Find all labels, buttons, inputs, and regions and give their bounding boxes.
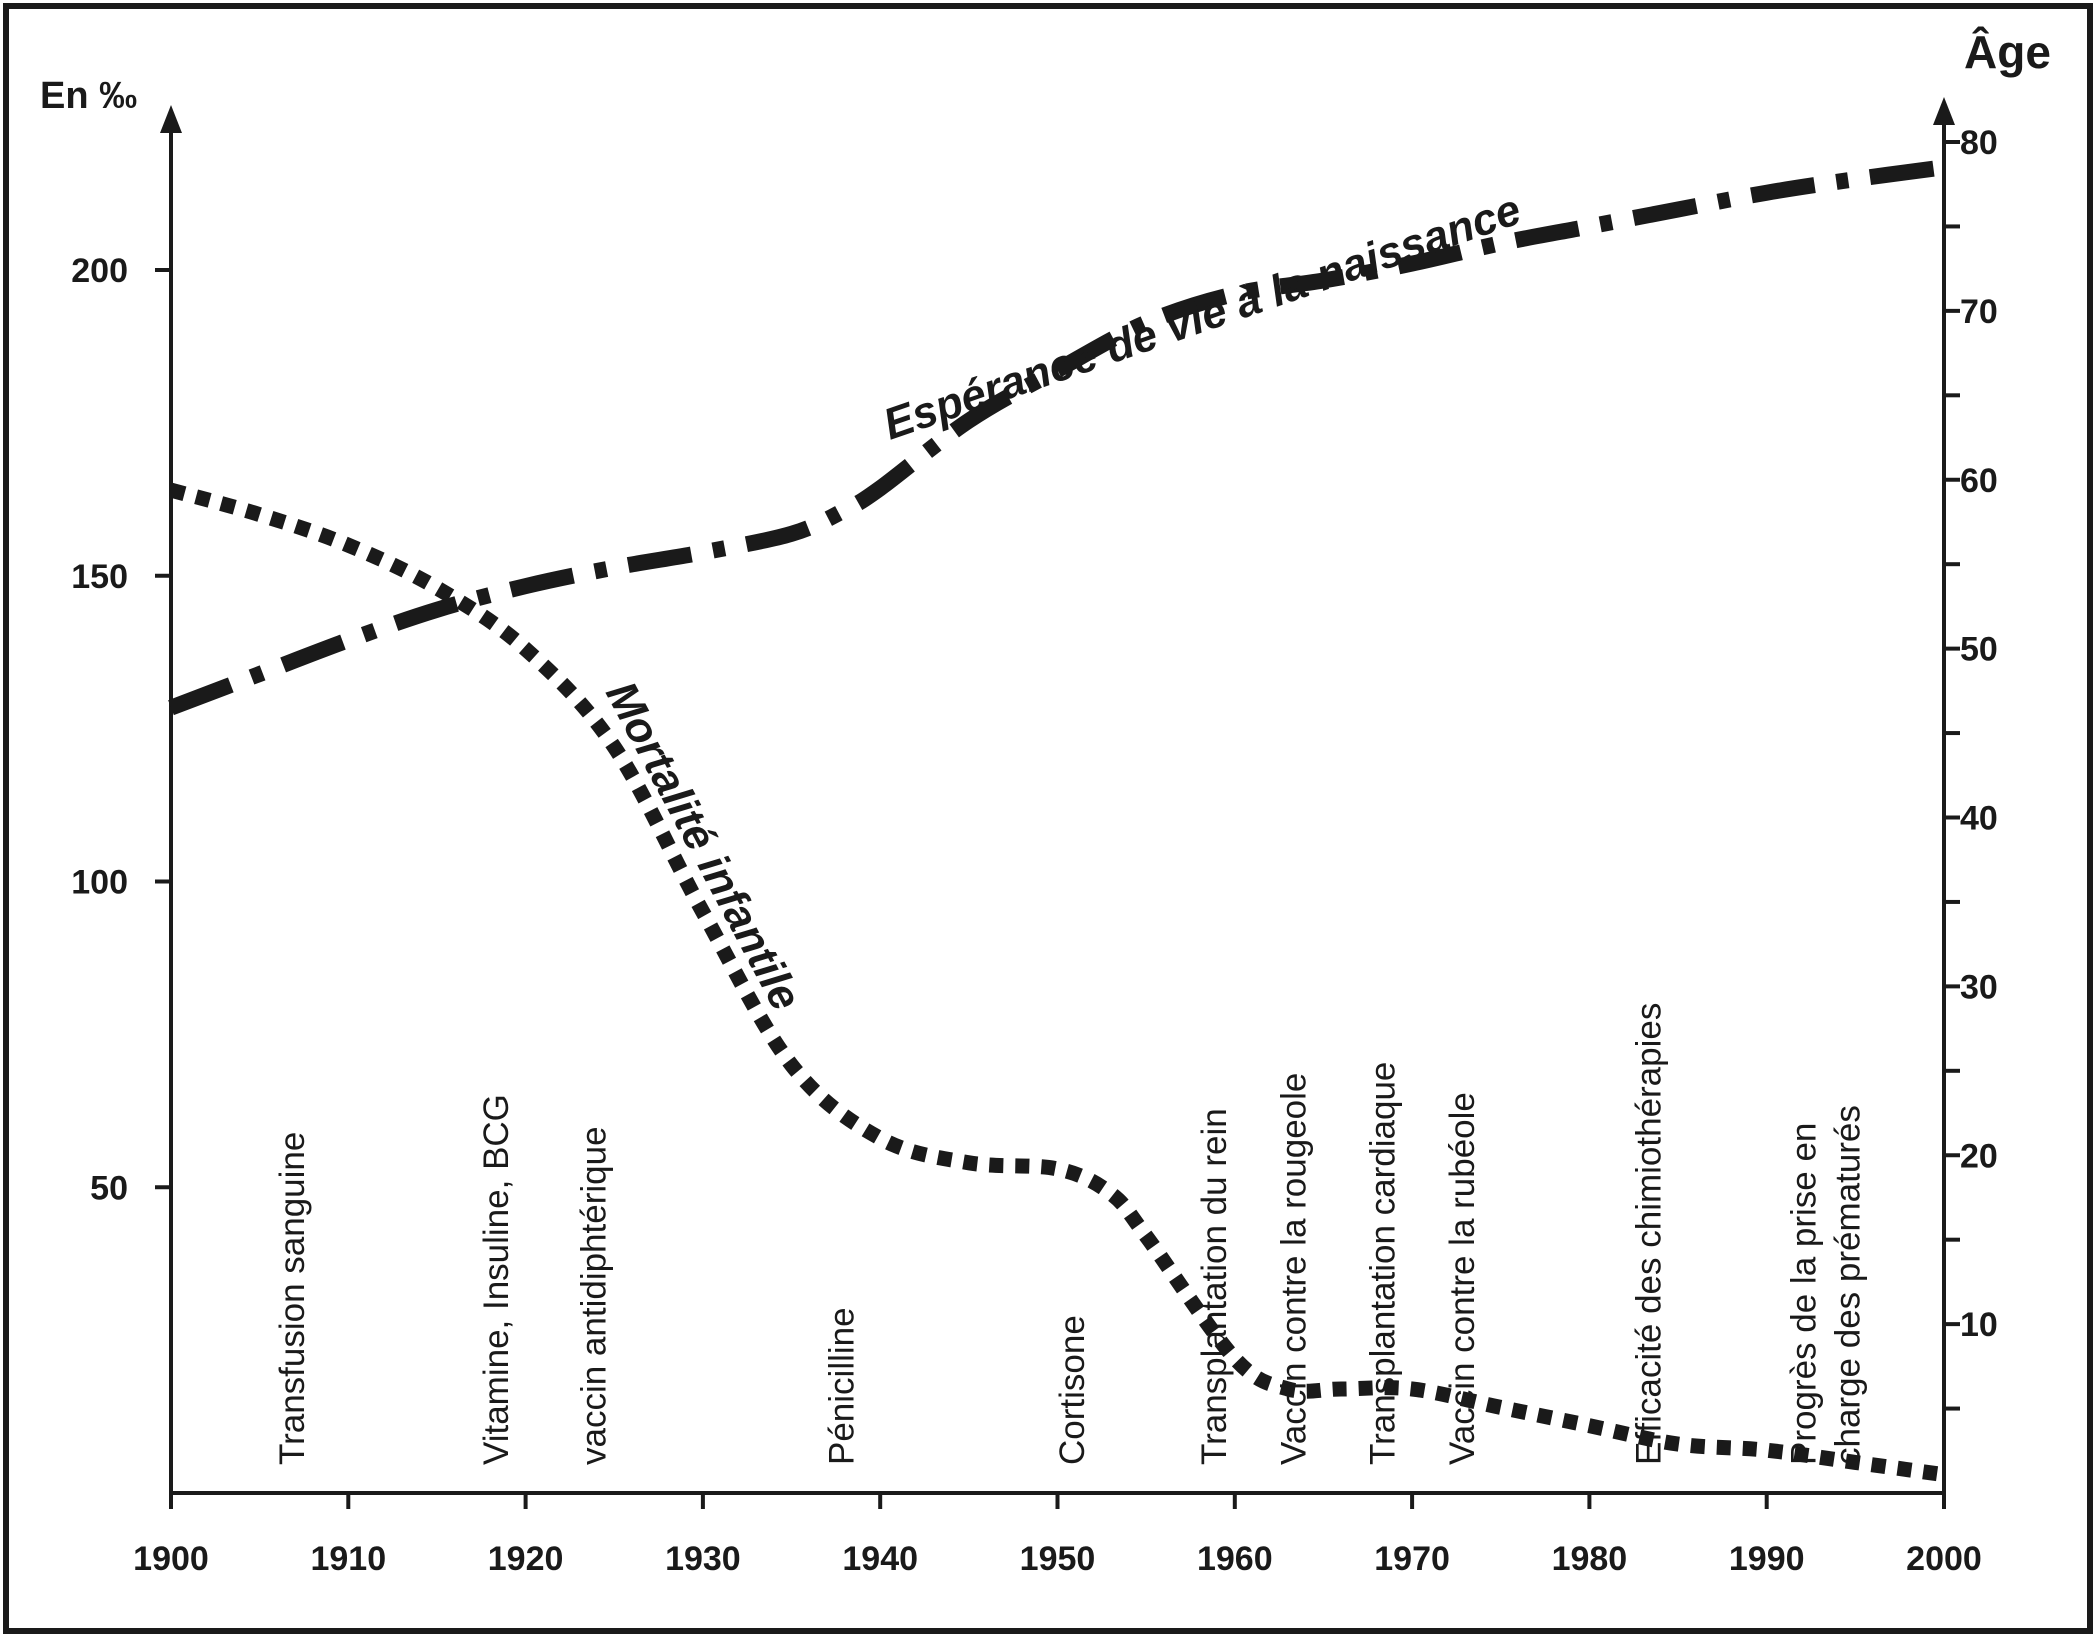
event-label-6: Vaccin contre la rougeole xyxy=(1275,1073,1314,1465)
event-label-5: Transplantation du rein xyxy=(1195,1108,1234,1465)
x-tick-label-1900: 1900 xyxy=(133,1540,209,1578)
event-label-4: Cortisone xyxy=(1053,1315,1092,1465)
chart-frame xyxy=(3,3,2093,1634)
y-right-tick-label-50: 50 xyxy=(1960,631,1998,669)
x-tick-label-1960: 1960 xyxy=(1197,1540,1273,1578)
x-tick-label-1970: 1970 xyxy=(1374,1540,1450,1578)
x-tick-label-1930: 1930 xyxy=(665,1540,741,1578)
y-right-tick-label-60: 60 xyxy=(1960,462,1998,500)
event-label-3: Pénicilline xyxy=(823,1307,862,1465)
x-ticks: 1900 1910 1920 1930 1940 1950 1960 1970 1980 1990… xyxy=(133,1493,1982,1578)
y-left-ticks: 50 100 150 200 xyxy=(71,252,171,1207)
event-label-0: Transfusion sanguine xyxy=(273,1132,312,1465)
y-left-axis-label: En ‰ xyxy=(40,75,137,117)
event-label-1: Vitamine, Insuline, BCG xyxy=(477,1094,516,1465)
x-tick-label-1920: 1920 xyxy=(488,1540,564,1578)
y-left-tick-label-50: 50 xyxy=(90,1169,128,1207)
y-right-axis-label: Âge xyxy=(1964,26,2051,78)
event-annotations: Transfusion sanguine Vitamine, Insuline, … xyxy=(273,1003,1868,1465)
y-right-tick-label-30: 30 xyxy=(1960,968,1998,1006)
y-right-ticks: 10 20 30 40 50 60 70 80 xyxy=(1944,124,1998,1411)
y-left-tick-label-150: 150 xyxy=(71,558,128,596)
life-expectancy-line xyxy=(168,159,1946,716)
y-right-tick-label-70: 70 xyxy=(1960,293,1998,331)
x-tick-label-1990: 1990 xyxy=(1729,1540,1805,1578)
x-tick-label-1980: 1980 xyxy=(1552,1540,1628,1578)
event-label-7: Transplantation cardiaque xyxy=(1363,1062,1402,1465)
y-axis-left-arrow xyxy=(160,105,182,133)
event-label-10-0: Progrès de la prise en xyxy=(1785,1123,1824,1465)
y-right-tick-label-10: 10 xyxy=(1960,1306,1998,1344)
x-tick-label-1940: 1940 xyxy=(842,1540,918,1578)
y-right-tick-label-80: 80 xyxy=(1960,124,1998,162)
series-lines xyxy=(168,159,1946,1483)
y-right-tick-label-20: 20 xyxy=(1960,1137,1998,1175)
mortality-line xyxy=(168,482,1946,1483)
x-tick-label-2000: 2000 xyxy=(1906,1540,1982,1578)
event-label-10-1: charge des prématurés xyxy=(1829,1105,1868,1465)
y-axis-right-arrow xyxy=(1933,97,1955,125)
y-left-tick-label-100: 100 xyxy=(71,864,128,902)
event-label-8: Vaccin contre la rubéole xyxy=(1443,1092,1482,1465)
event-label-2: vaccin antidiphtérique xyxy=(574,1126,613,1465)
y-right-tick-label-40: 40 xyxy=(1960,800,1998,838)
event-label-9: Efficacité des chimiothérapies xyxy=(1629,1003,1668,1465)
x-tick-label-1950: 1950 xyxy=(1020,1540,1096,1578)
x-tick-label-1910: 1910 xyxy=(310,1540,386,1578)
y-left-tick-label-200: 200 xyxy=(71,252,128,290)
